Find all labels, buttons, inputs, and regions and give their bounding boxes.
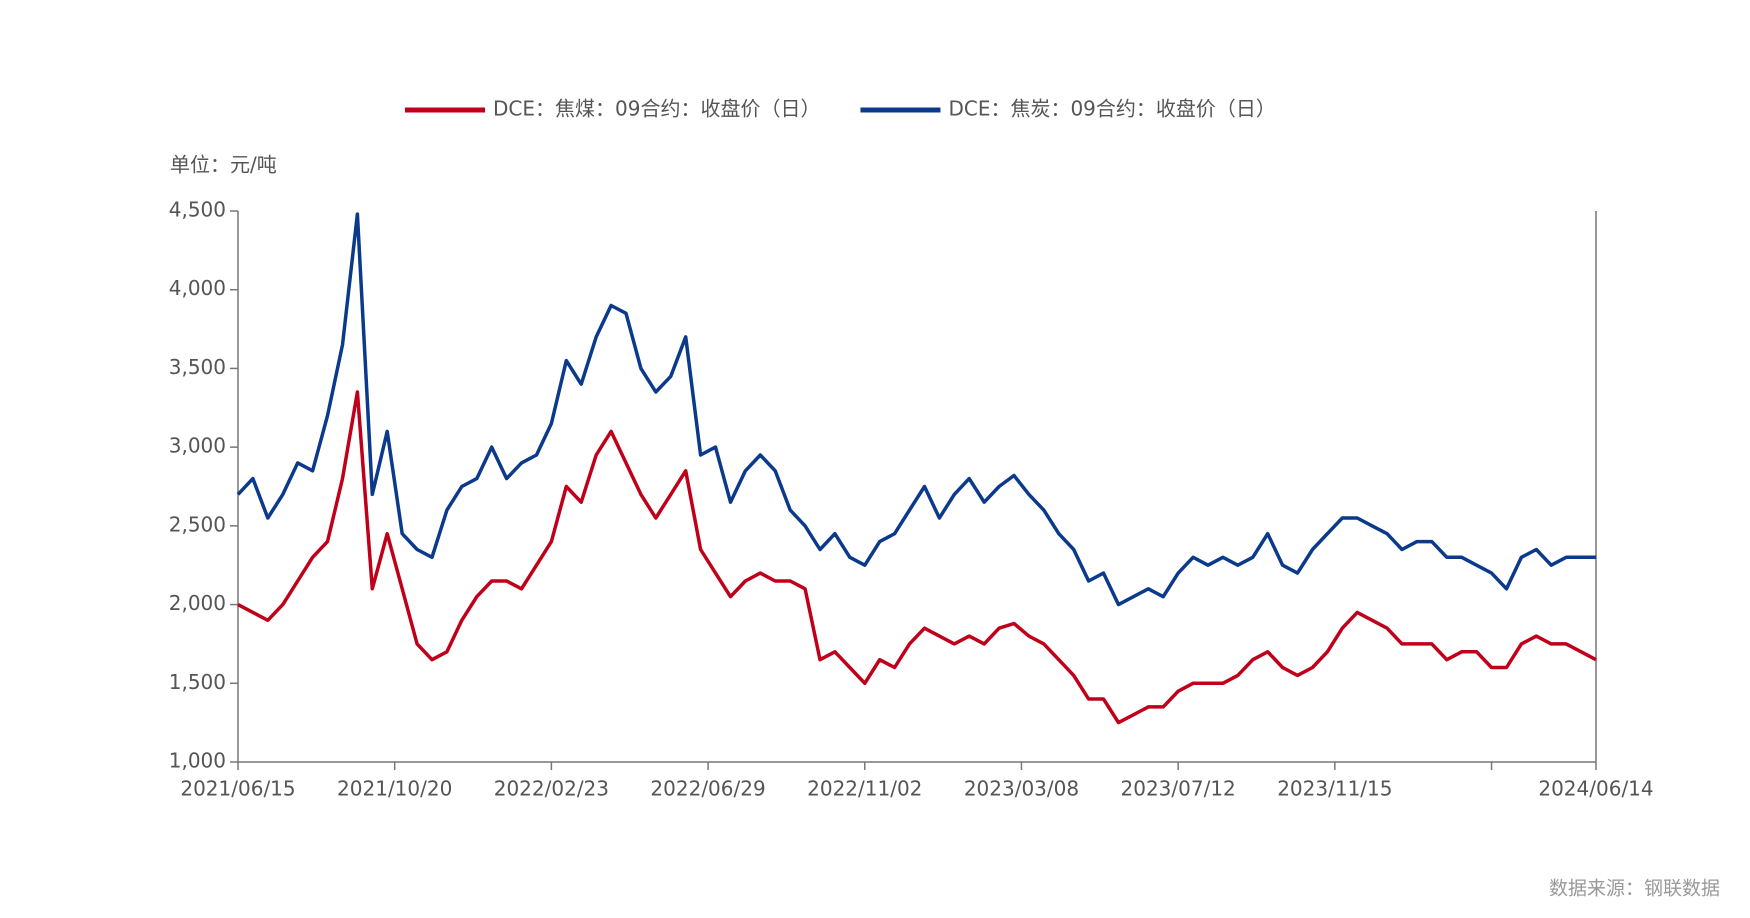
y-tick-label: 3,500 (169, 355, 226, 379)
y-tick-label: 4,000 (169, 276, 226, 300)
legend-label: DCE：焦炭：09合约：收盘价（日） (948, 97, 1275, 121)
x-tick-label: 2023/03/08 (964, 777, 1079, 801)
x-tick-label: 2023/07/12 (1121, 777, 1236, 801)
x-tick-label: 2024/06/14 (1538, 777, 1653, 801)
x-tick-label: 2022/11/02 (807, 777, 922, 801)
x-tick-label: 2022/06/29 (650, 777, 765, 801)
y-tick-label: 2,500 (169, 512, 226, 536)
y-tick-label: 1,500 (169, 670, 226, 694)
y-tick-label: 2,000 (169, 591, 226, 615)
legend-label: DCE：焦煤：09合约：收盘价（日） (493, 97, 820, 121)
source-note: 数据来源：钢联数据 (1549, 878, 1720, 900)
series-line (236, 212, 1596, 607)
x-tick-label: 2022/02/23 (494, 777, 609, 801)
y-tick-label: 4,500 (169, 198, 226, 222)
x-tick-label: 2021/06/15 (180, 777, 295, 801)
series-line (237, 390, 1597, 725)
y-tick-label: 3,000 (169, 434, 226, 458)
unit-label: 单位：元/吨 (170, 153, 277, 177)
y-tick-label: 1,000 (169, 749, 226, 773)
x-tick-label: 2021/10/20 (337, 777, 452, 801)
x-tick-label: 2023/11/15 (1277, 777, 1392, 801)
